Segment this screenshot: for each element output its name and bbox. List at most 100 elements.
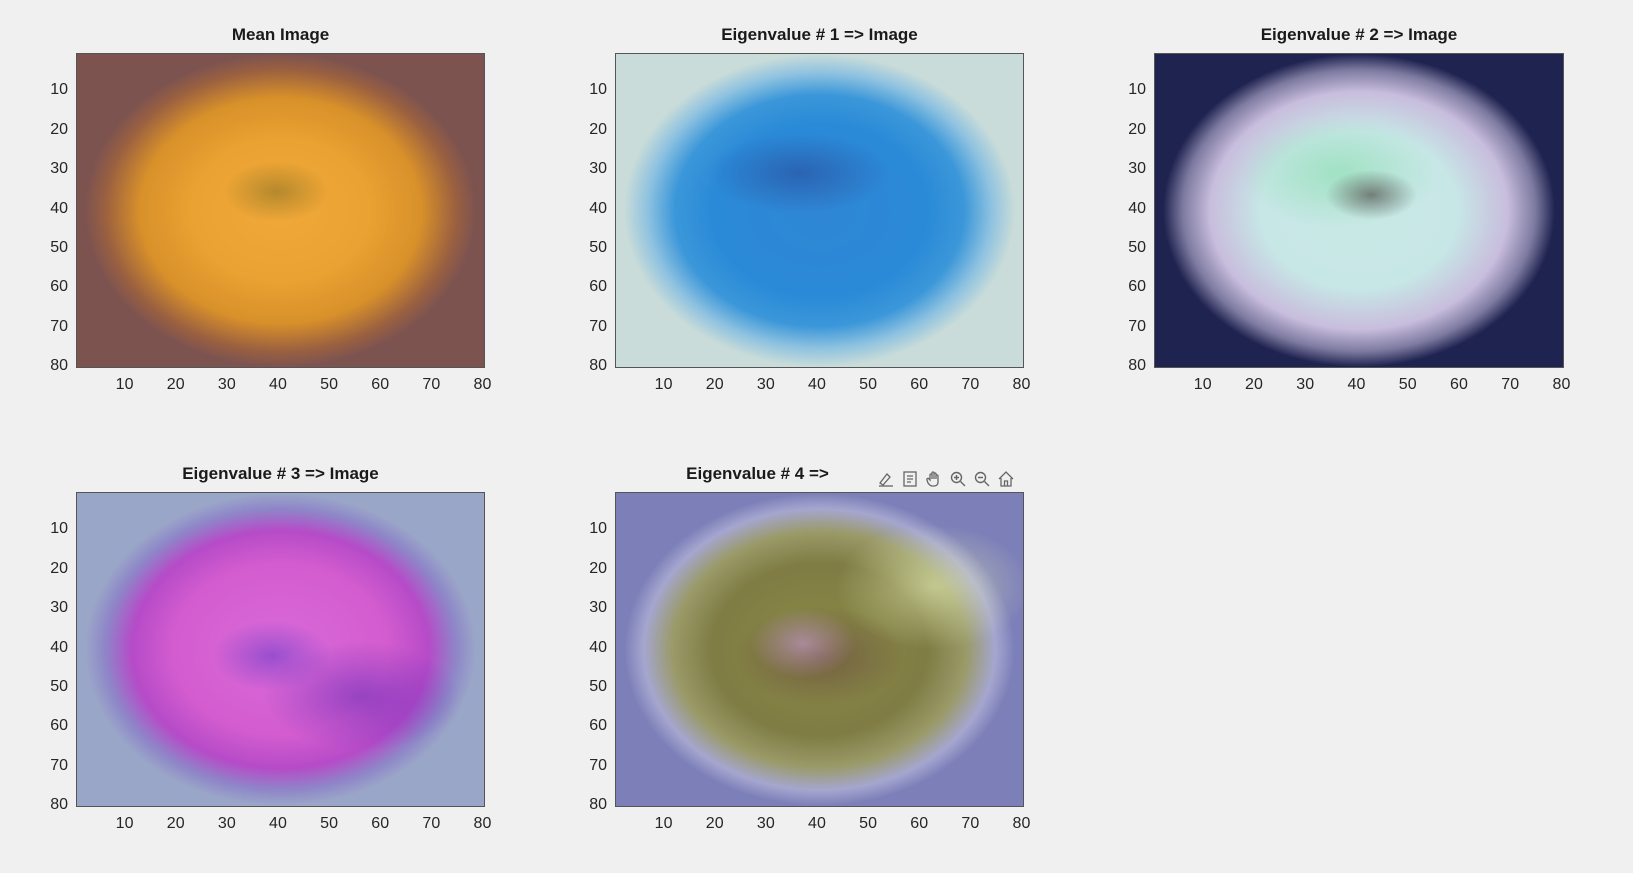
axes-mean-image[interactable]: Mean Image 10 20 30 40 50 60 70 80 10 20 30 40 50 60 7… [50,25,491,393]
axes-eigen-3[interactable]: Eigenvalue # 3 => Image 10 20 30 40 50 60 70 80… [50,464,491,832]
y-tick-label: 80 [1128,357,1146,375]
brush-icon[interactable] [876,469,896,489]
y-tick-label: 70 [50,317,68,335]
y-tick-label: 10 [589,520,607,538]
axes-title: Mean Image [231,25,330,44]
y-tick-label: 20 [1128,120,1146,138]
x-tick-label: 40 [1347,376,1366,393]
y-tick-label: 20 [589,559,607,577]
x-tick-label: 30 [1296,376,1315,393]
x-tick-label: 40 [808,815,826,832]
y-tick-label: 40 [50,199,68,217]
x-tick-label: 20 [705,376,724,393]
x-tick-label: 50 [859,815,877,832]
x-tick-label: 30 [756,376,775,393]
y-tick-label: 60 [589,717,607,735]
x-tick-label: 50 [320,376,338,393]
axes-title: Eigenvalue # 1 => Image [721,25,918,44]
x-tick-label: 80 [1012,815,1031,832]
y-tick-label: 30 [50,599,68,617]
y-tick-label: 50 [589,677,607,695]
x-tick-label: 70 [1501,376,1520,393]
x-tick-label: 80 [473,376,492,393]
y-tick-label: 70 [589,317,607,335]
y-tick-label: 20 [50,559,68,577]
image-display[interactable] [615,53,1024,368]
x-tick-label: 10 [115,815,134,832]
x-tick-label: 70 [422,815,441,832]
y-tick-label: 20 [50,120,68,138]
x-tick-label: 40 [269,815,287,832]
x-tick-label: 70 [961,815,980,832]
y-tick-label: 10 [50,520,68,538]
zoom-out-icon[interactable] [972,469,992,489]
y-tick-label: 30 [50,160,68,178]
axes-title: Eigenvalue # 2 => Image [1260,25,1458,44]
y-tick-label: 40 [589,199,607,217]
y-tick-label: 80 [589,357,607,375]
x-tick-label: 80 [1012,376,1031,393]
y-tick-label: 20 [589,120,607,138]
x-tick-label: 10 [1193,376,1212,393]
y-tick-label: 40 [1128,199,1146,217]
x-tick-label: 20 [166,815,185,832]
pan-icon[interactable] [924,469,944,489]
x-tick-label: 60 [910,376,929,393]
axes-title: Eigenvalue # 4 => [686,464,829,483]
x-tick-label: 70 [961,376,980,393]
x-tick-label: 40 [808,376,826,393]
x-tick-label: 80 [473,815,492,832]
x-tick-label: 60 [371,376,390,393]
y-tick-label: 50 [1128,238,1146,256]
y-tick-label: 30 [589,160,607,178]
image-display[interactable] [76,53,485,368]
x-tick-label: 20 [1245,376,1263,393]
image-display[interactable] [1154,53,1564,368]
y-tick-label: 70 [1128,317,1146,335]
x-tick-label: 40 [269,376,287,393]
axes-eigen-2[interactable]: Eigenvalue # 2 => Image 10 20 30 40 50 60 70 80… [1128,25,1570,393]
y-tick-label: 80 [50,796,68,814]
axes-title: Eigenvalue # 3 => Image [182,464,379,483]
axes-eigen-1[interactable]: Eigenvalue # 1 => Image 10 20 30 40 50 60 70 80… [589,25,1030,393]
data-tips-icon[interactable] [900,469,920,489]
y-tick-label: 40 [50,638,68,656]
image-display[interactable] [615,492,1024,807]
x-tick-label: 60 [371,815,390,832]
y-tick-label: 70 [589,756,607,774]
x-tick-label: 10 [115,376,134,393]
x-tick-label: 60 [910,815,929,832]
x-tick-label: 30 [217,376,236,393]
x-tick-label: 80 [1552,376,1571,393]
y-tick-label: 10 [589,81,607,99]
x-tick-label: 60 [1450,376,1468,393]
y-tick-label: 60 [589,278,607,296]
y-tick-label: 80 [589,796,607,814]
x-tick-label: 30 [217,815,236,832]
home-icon[interactable] [996,469,1016,489]
y-tick-label: 40 [589,638,607,656]
y-tick-label: 70 [50,756,68,774]
x-tick-label: 20 [705,815,724,832]
x-tick-label: 50 [320,815,338,832]
y-tick-label: 30 [1128,160,1146,178]
x-tick-label: 50 [1398,376,1417,393]
x-tick-label: 20 [166,376,185,393]
x-tick-label: 10 [654,376,673,393]
y-tick-label: 30 [589,599,607,617]
x-tick-label: 10 [654,815,673,832]
y-tick-label: 10 [50,81,68,99]
y-tick-label: 80 [50,357,68,375]
y-tick-label: 60 [50,278,68,296]
image-display[interactable] [76,492,485,807]
zoom-in-icon[interactable] [948,469,968,489]
x-tick-label: 70 [422,376,441,393]
x-tick-label: 30 [756,815,775,832]
y-tick-label: 60 [1128,278,1146,296]
axes-toolbar [876,468,1016,490]
y-tick-label: 60 [50,717,68,735]
x-tick-label: 50 [859,376,877,393]
axes-eigen-4[interactable]: Eigenvalue # 4 => 10 20 30 40 50 60 70 80 10 20 30… [589,464,1030,832]
y-tick-label: 10 [1128,81,1146,99]
y-tick-label: 50 [50,238,68,256]
